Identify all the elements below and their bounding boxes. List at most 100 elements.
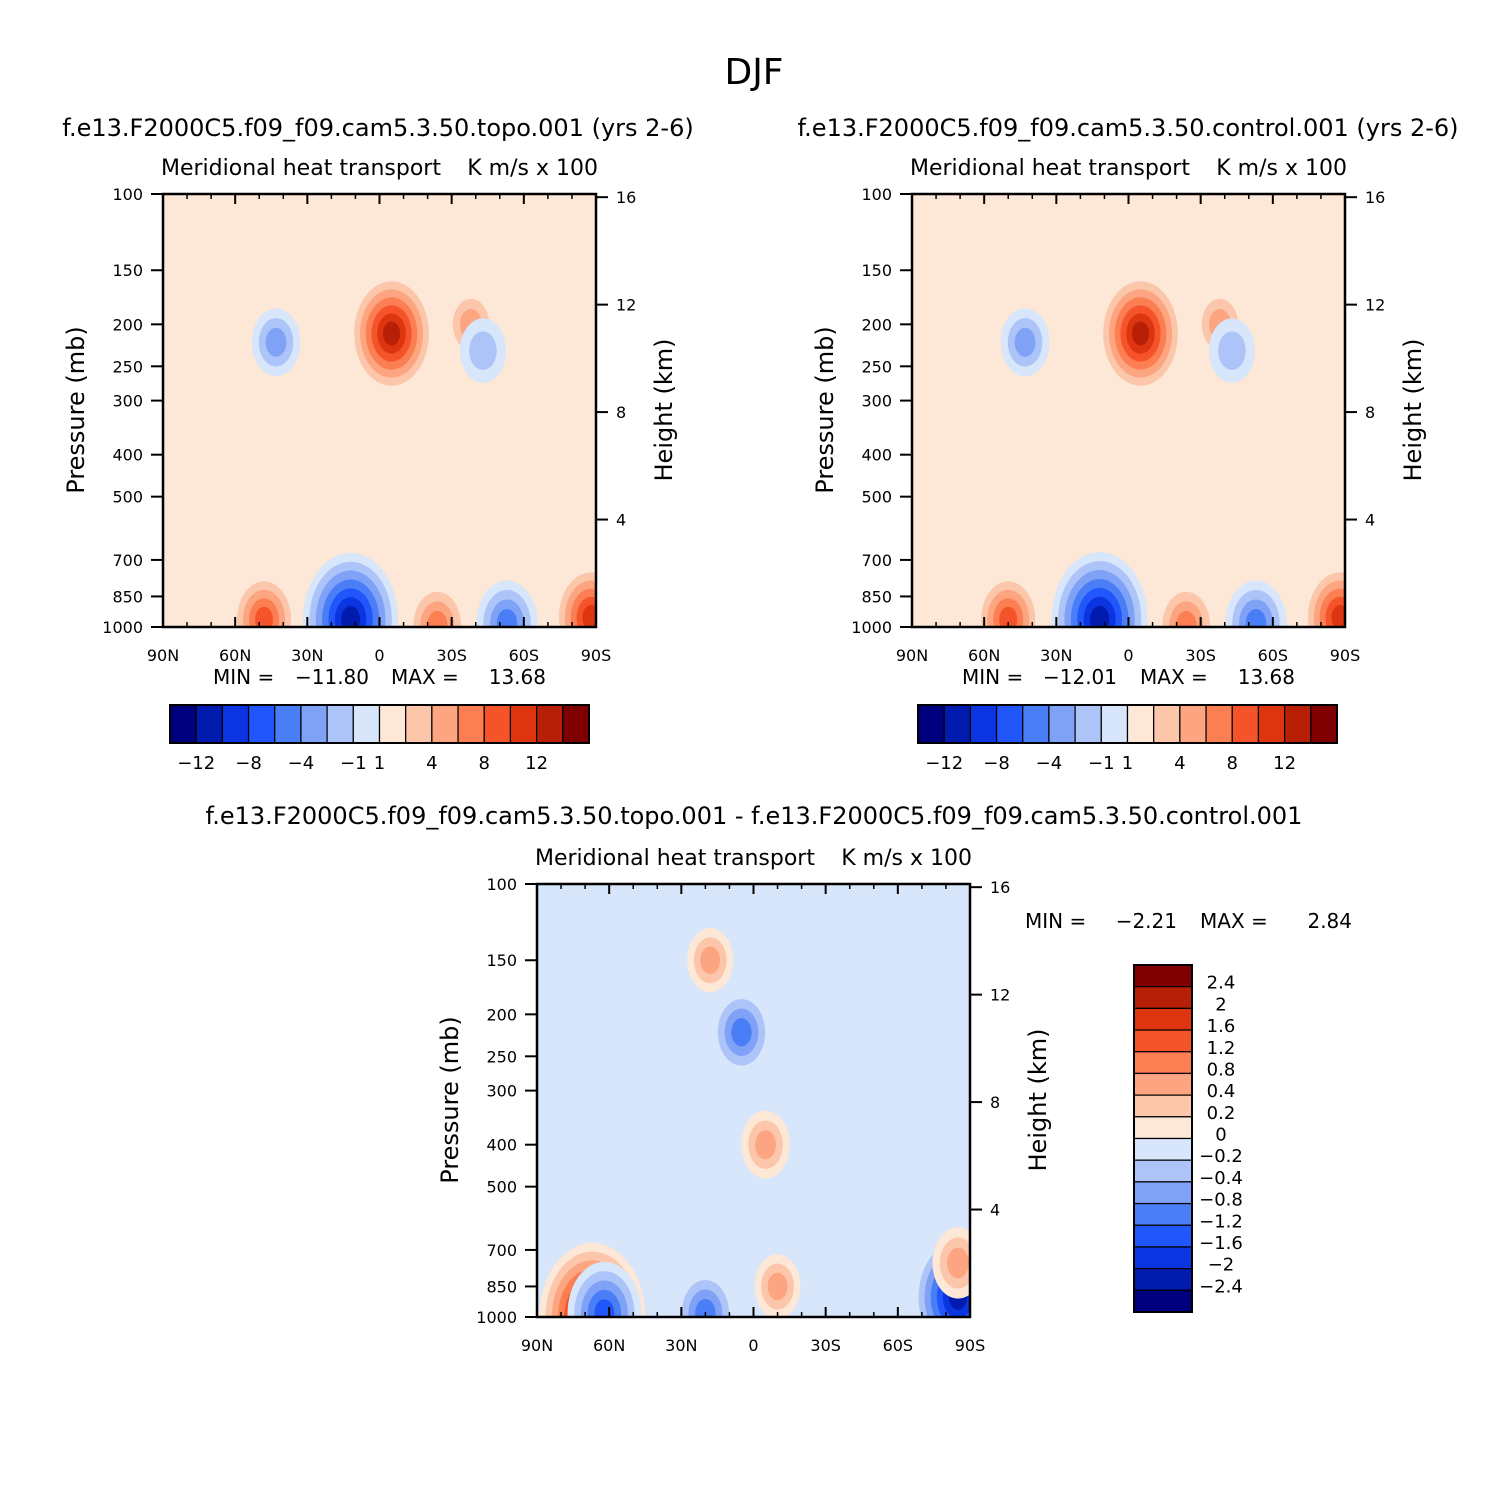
colorbar-box	[1205, 704, 1233, 744]
colorbar-label: 2	[1215, 994, 1226, 1015]
y-tick-label: 700	[861, 551, 892, 570]
colorbar-box	[1133, 964, 1193, 988]
contour-region	[255, 606, 274, 627]
colorbar-box	[1133, 1181, 1193, 1205]
height-tick-label: 12	[990, 986, 1010, 1005]
contour-region	[469, 331, 497, 370]
colorbar-box	[300, 704, 328, 744]
panel-title: f.e13.F2000C5.f09_f09.cam5.3.50.topo.001…	[206, 802, 1303, 830]
y-tick-label: 400	[861, 446, 892, 465]
plot-field	[163, 194, 596, 627]
y-tick-label: 150	[112, 261, 143, 280]
colorbar-label: 4	[1174, 753, 1185, 774]
colorbar-box	[1133, 1268, 1193, 1291]
y-tick-label: 200	[486, 1005, 517, 1024]
x-tick-label: 30S	[436, 646, 467, 665]
colorbar-box	[1153, 704, 1181, 744]
colorbar-frame	[1133, 964, 1193, 1313]
height-tick-label: 16	[1365, 188, 1385, 207]
colorbar-box	[917, 704, 945, 744]
colorbar-label: −12	[177, 753, 215, 774]
x-tick-label: 90S	[581, 646, 612, 665]
colorbar-box	[1133, 1246, 1193, 1270]
x-tick-label: 0	[748, 1336, 758, 1355]
min-label: MIN =	[213, 665, 274, 689]
colorbar-label: −1	[340, 753, 367, 774]
colorbar-label: 4	[426, 753, 437, 774]
colorbar-label: −0.4	[1199, 1168, 1243, 1189]
contour-region	[947, 1247, 969, 1279]
contour-region	[695, 1299, 716, 1317]
x-tick-label: 60N	[968, 646, 1000, 665]
y-tick-label: 250	[112, 357, 143, 376]
colorbar-label: −1.6	[1199, 1233, 1243, 1254]
x-tick-label: 90S	[1330, 646, 1361, 665]
colorbar-box	[1133, 1094, 1193, 1118]
x-tick-label: 90N	[896, 646, 928, 665]
height-tick-label: 16	[616, 188, 636, 207]
min-value: −2.21	[1116, 909, 1177, 933]
x-tick-label: 60S	[509, 646, 540, 665]
panel-title: f.e13.F2000C5.f09_f09.cam5.3.50.topo.001…	[62, 114, 693, 142]
colorbar-label: 0.4	[1207, 1081, 1236, 1102]
colorbar-box	[1022, 704, 1050, 744]
y-tick-label: 300	[861, 392, 892, 411]
colorbar-box	[1133, 1007, 1193, 1031]
height-tick-label: 4	[990, 1201, 1000, 1220]
colorbar-label: 2.4	[1207, 973, 1236, 994]
colorbar-label: 0.8	[1207, 1059, 1236, 1080]
colorbar-label: −4	[1036, 753, 1063, 774]
y-axis-label: Pressure (mb)	[436, 1016, 464, 1183]
height-tick-label: 4	[616, 511, 626, 530]
colorbar-box	[195, 704, 223, 744]
colorbar-label: 0.2	[1207, 1103, 1236, 1124]
y-tick-label: 250	[861, 357, 892, 376]
height-tick-label: 8	[990, 1093, 1000, 1112]
y-tick-label: 1000	[851, 618, 892, 637]
x-tick-label: 90S	[955, 1336, 986, 1355]
y-tick-label: 200	[112, 315, 143, 334]
y-tick-label: 850	[112, 587, 143, 606]
plot-background	[163, 194, 596, 627]
colorbar-box	[1284, 704, 1312, 744]
colorbar-box	[1133, 1051, 1193, 1075]
contour-fills	[231, 273, 596, 627]
panel-subtitle-right: K m/s x 100	[1216, 156, 1347, 181]
colorbar-label: 1.6	[1207, 1016, 1236, 1037]
colorbar-frame	[169, 704, 590, 744]
max-value: 13.68	[1238, 665, 1295, 689]
contour-region	[731, 1018, 752, 1047]
max-label: MAX =	[391, 665, 459, 689]
colorbar-box	[536, 704, 564, 744]
colorbar-box	[457, 704, 485, 744]
contour-region	[1090, 605, 1110, 627]
colorbar-label: −0.2	[1199, 1146, 1243, 1167]
panel-title: f.e13.F2000C5.f09_f09.cam5.3.50.control.…	[797, 114, 1458, 142]
colorbar-label: −2.4	[1199, 1276, 1243, 1297]
colorbar-label: 0	[1215, 1125, 1226, 1146]
min-value: −12.01	[1043, 665, 1117, 689]
colorbar-label: 8	[479, 753, 490, 774]
panel-control: f.e13.F2000C5.f09_f09.cam5.3.50.control.…	[797, 114, 1458, 774]
colorbar-box	[1179, 704, 1207, 744]
y-tick-label: 700	[486, 1241, 517, 1260]
contour-region	[1245, 609, 1267, 627]
y-tick-label: 500	[112, 488, 143, 507]
panel-subtitle-left: Meridional heat transport	[161, 156, 441, 181]
y-tick-label: 400	[112, 446, 143, 465]
colorbar-box	[431, 704, 459, 744]
colorbar-label: −0.8	[1199, 1190, 1243, 1211]
colorbar-box	[378, 704, 407, 744]
max-label: MAX =	[1140, 665, 1208, 689]
panel-subtitle-left: Meridional heat transport	[535, 846, 815, 871]
colorbar-label: 1.2	[1207, 1038, 1236, 1059]
y-tick-label: 100	[861, 185, 892, 204]
x-tick-label: 30S	[810, 1336, 841, 1355]
min-label: MIN =	[962, 665, 1023, 689]
contour-region	[755, 1130, 776, 1160]
colorbar-box	[352, 704, 381, 744]
plot-background	[912, 194, 1345, 627]
contour-region	[1331, 605, 1345, 627]
